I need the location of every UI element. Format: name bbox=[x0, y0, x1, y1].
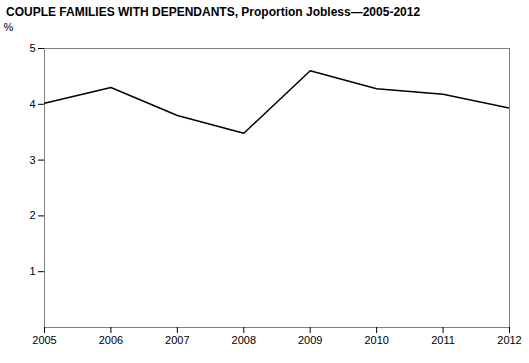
svg-text:2008: 2008 bbox=[232, 334, 256, 346]
svg-text:4: 4 bbox=[29, 98, 35, 110]
svg-text:2: 2 bbox=[29, 209, 35, 221]
svg-text:2006: 2006 bbox=[99, 334, 123, 346]
svg-text:2012: 2012 bbox=[497, 334, 521, 346]
svg-text:2011: 2011 bbox=[431, 334, 455, 346]
svg-text:2005: 2005 bbox=[32, 334, 56, 346]
svg-text:2007: 2007 bbox=[165, 334, 189, 346]
svg-text:5: 5 bbox=[29, 42, 35, 54]
svg-text:2009: 2009 bbox=[298, 334, 322, 346]
svg-text:2010: 2010 bbox=[364, 334, 388, 346]
svg-text:1: 1 bbox=[29, 265, 35, 277]
svg-text:%: % bbox=[4, 21, 14, 33]
svg-text:3: 3 bbox=[29, 154, 35, 166]
html-text:COUPLE FAMILIES WITH DEPENDANT: COUPLE FAMILIES WITH DEPENDANTS, Proport… bbox=[6, 5, 421, 19]
